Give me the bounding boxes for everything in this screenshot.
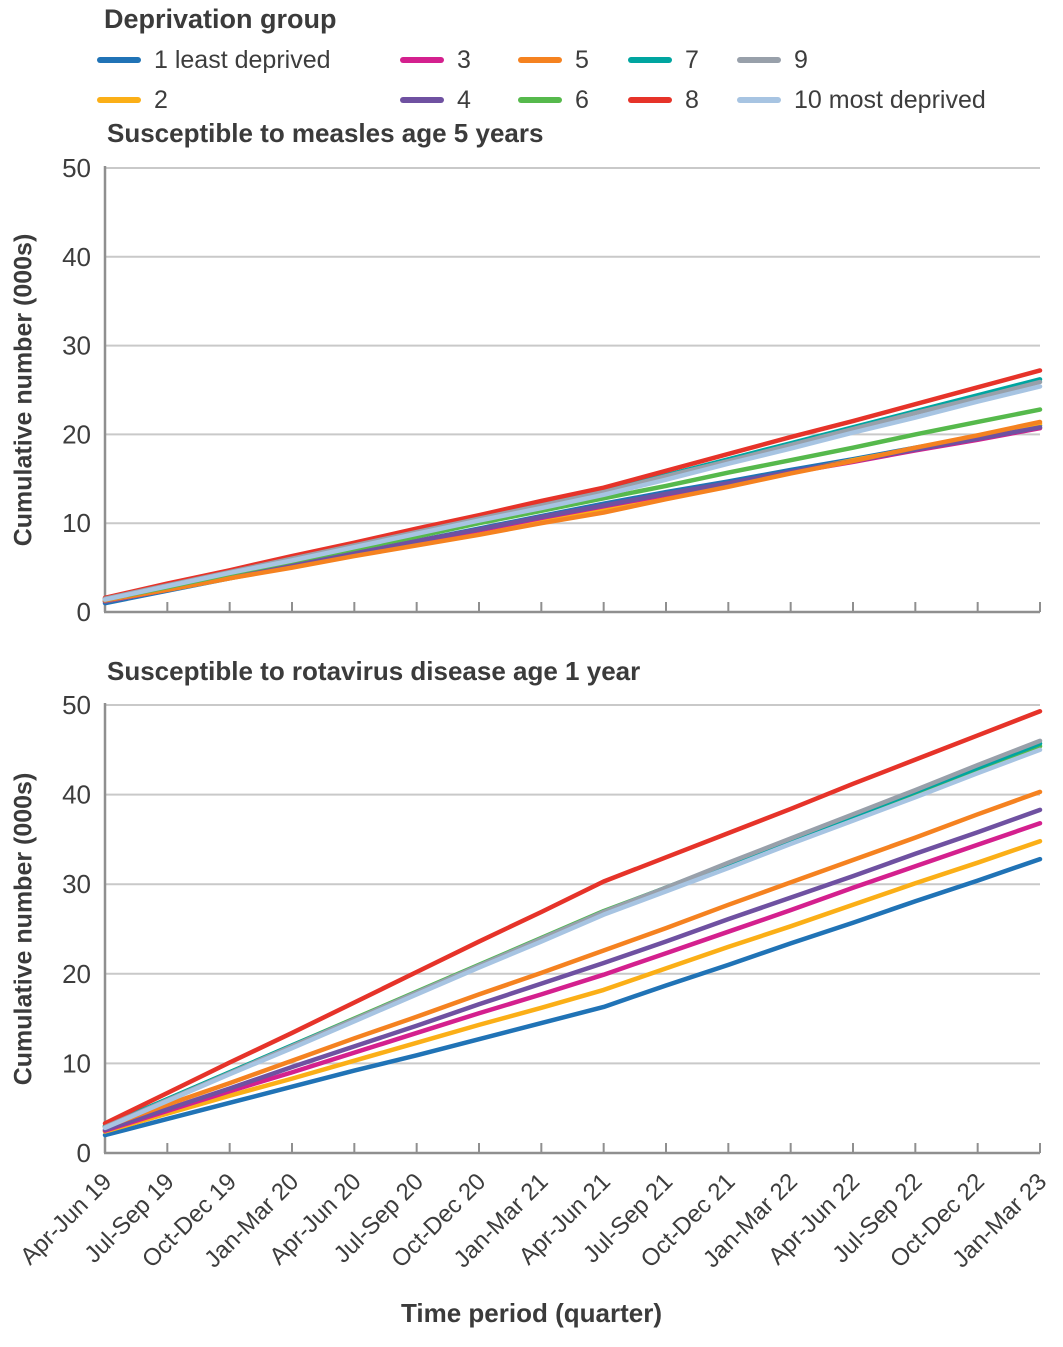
y-tick-label: 20 (62, 959, 91, 989)
y-tick-label: 0 (77, 1138, 91, 1168)
legend-item-label: 4 (457, 85, 471, 114)
legend-item-3: 3 (400, 40, 518, 80)
chart1-title: Susceptible to measles age 5 years (107, 118, 544, 148)
y-tick-label: 10 (62, 508, 91, 538)
legend-item-label: 8 (685, 85, 699, 114)
series-line-5 (102, 789, 1043, 1130)
series-line-3 (102, 821, 1043, 1133)
legend-swatch-icon (737, 57, 781, 63)
series-line-4 (102, 807, 1043, 1132)
legend-item-6: 6 (518, 80, 628, 120)
y-tick-label: 20 (62, 419, 91, 449)
legend-item-label: 9 (794, 45, 808, 74)
legend-item-7: 7 (628, 40, 737, 80)
legend-item-label: 7 (685, 45, 699, 74)
legend-swatch-icon (97, 97, 141, 103)
legend-item-4: 4 (400, 80, 518, 120)
series-line-10 (102, 747, 1043, 1131)
legend-swatch-icon (737, 97, 781, 103)
y-tick-label: 50 (62, 153, 91, 183)
y-tick-label: 30 (62, 869, 91, 899)
legend-swatch-icon (97, 57, 141, 63)
legend-item-label: 1 least deprived (154, 45, 331, 74)
series-line-1 (102, 856, 1043, 1138)
legend-item-label: 6 (575, 85, 589, 114)
legend-item-8: 8 (628, 80, 737, 120)
y-tick-label: 0 (77, 597, 91, 627)
legend-item-label: 10 most deprived (794, 85, 986, 114)
y-tick-label: 40 (62, 780, 91, 810)
legend-item-label: 3 (457, 45, 471, 74)
series-line-10 (102, 384, 1043, 602)
chart2-title: Susceptible to rotavirus disease age 1 y… (107, 656, 641, 686)
legend-item-2: 2 (97, 80, 400, 120)
series-line-5 (102, 419, 1043, 603)
y-tick-label: 40 (62, 242, 91, 272)
legend-swatch-icon (518, 97, 562, 103)
series-line-8 (102, 709, 1043, 1126)
series-line-8 (102, 368, 1043, 601)
y-tick-label: 50 (62, 690, 91, 720)
legend-title: Deprivation group (104, 4, 337, 34)
legend-item-9: 9 (737, 40, 1047, 80)
legend-item-label: 5 (575, 45, 589, 74)
legend-swatch-icon (400, 57, 444, 63)
legend-item-1: 1 least deprived (97, 40, 400, 80)
legend-item-10: 10 most deprived (737, 80, 1047, 120)
y-tick-label: 10 (62, 1048, 91, 1078)
legend-swatch-icon (518, 57, 562, 63)
series-line-2 (102, 838, 1043, 1134)
legend-swatch-icon (628, 97, 672, 103)
legend-item-5: 5 (518, 40, 628, 80)
legend-item-label: 2 (154, 85, 168, 114)
legend-swatch-icon (628, 57, 672, 63)
legend-swatch-icon (400, 97, 444, 103)
legend: 1 least deprived 2 3 4 5 6 7 8 9 10 most deprived (97, 40, 1047, 120)
y-tick-label: 30 (62, 331, 91, 361)
x-axis-title: Time period (quarter) (400, 1298, 662, 1328)
